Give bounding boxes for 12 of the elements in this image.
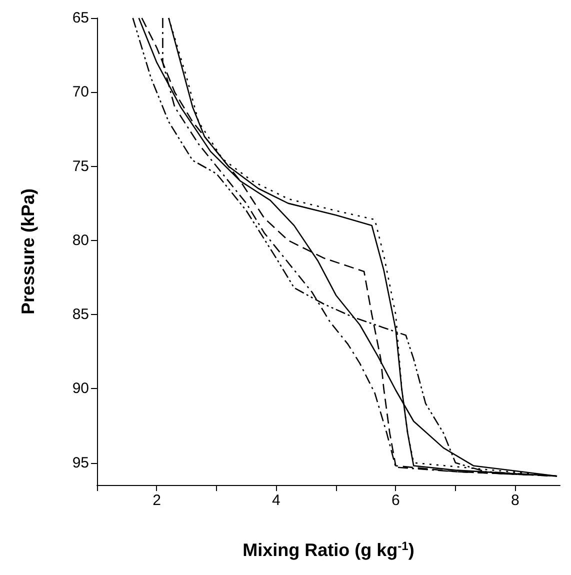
y-axis-title: Pressure (kPa) [18, 188, 38, 315]
x-tick-label: 4 [272, 492, 280, 509]
y-tick-label: 75 [72, 158, 89, 175]
y-tick-label: 95 [72, 454, 89, 472]
y-tick-label: 65 [72, 10, 89, 26]
y-tick-label: 70 [72, 84, 89, 101]
y-tick-label: 80 [72, 232, 89, 249]
y-tick-label: 90 [72, 380, 89, 398]
x-tick-label: 6 [392, 492, 400, 509]
x-tick-label: 2 [152, 492, 161, 509]
x-tick-label: 8 [511, 492, 520, 509]
y-tick-label: 85 [72, 306, 89, 324]
